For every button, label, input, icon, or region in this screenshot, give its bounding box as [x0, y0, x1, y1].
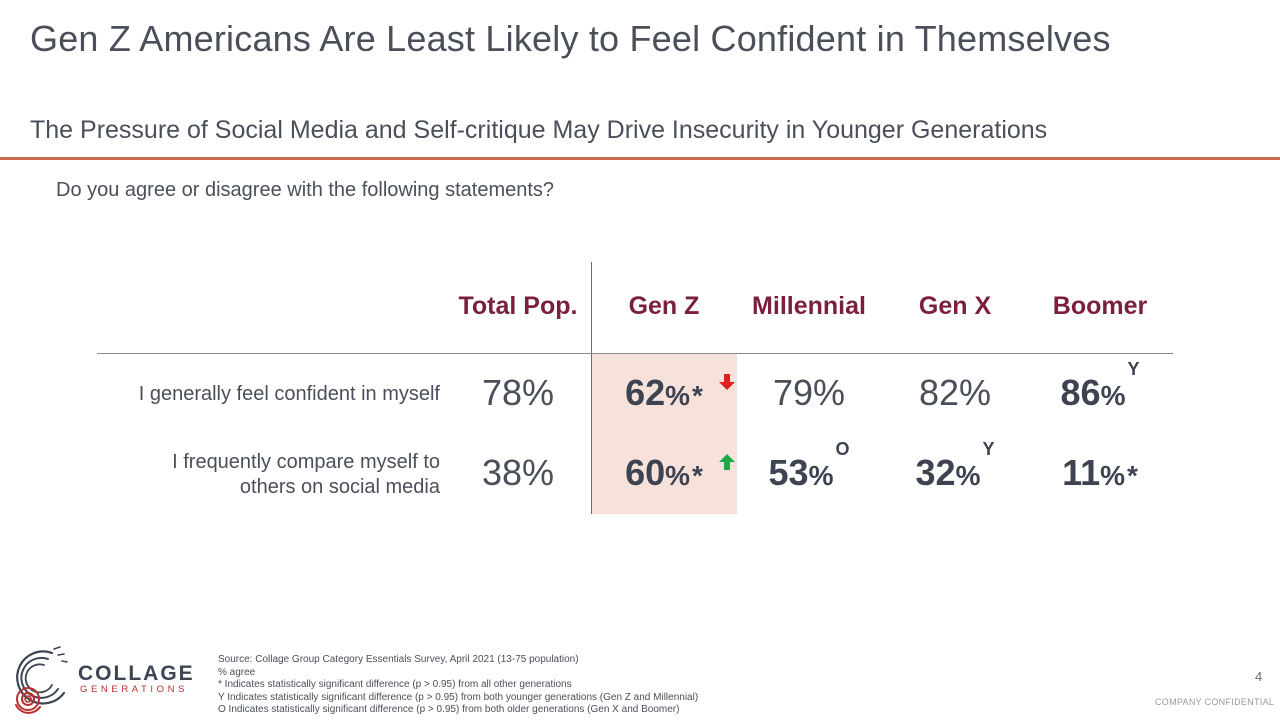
table-cell: 32%Y: [885, 440, 1025, 494]
survey-question: Do you agree or disagree with the follow…: [56, 179, 555, 201]
table-cell: 38%: [448, 452, 588, 494]
significance-marker: *: [692, 460, 703, 491]
column-header-millennial: Millennial: [752, 292, 866, 320]
row-label: I generally feel confident in myself: [139, 382, 440, 407]
table-vertical-divider: [591, 262, 592, 514]
cell-value: 62: [625, 372, 666, 413]
table-cell: 53%O: [739, 440, 879, 494]
table-cell: 82%: [885, 372, 1025, 414]
cell-percent-sign: %: [955, 460, 981, 491]
significance-marker: Y: [1127, 359, 1140, 379]
significance-marker: Y: [982, 439, 995, 459]
cell-percent-sign: %: [1100, 380, 1126, 411]
page-subtitle: The Pressure of Social Media and Self-cr…: [30, 116, 1048, 144]
cell-percent-sign: %: [665, 460, 691, 491]
cell-value: 79: [772, 372, 814, 413]
logo-wordmark: COLLAGE: [78, 662, 195, 685]
page-title: Gen Z Americans Are Least Likely to Feel…: [30, 18, 1111, 59]
collage-logo-icon: [15, 646, 68, 714]
significance-marker: *: [1127, 460, 1138, 491]
column-header-gen-z: Gen Z: [628, 292, 700, 320]
column-header-boomer: Boomer: [1052, 292, 1148, 320]
confidential-label: COMPANY CONFIDENTIAL: [1155, 697, 1275, 707]
cell-value: 53: [768, 452, 809, 493]
cell-value: 60: [625, 452, 666, 493]
arrow-down-icon: [719, 374, 735, 390]
cell-percent-sign: %: [665, 380, 691, 411]
column-header-total-pop: Total Pop.: [458, 292, 578, 320]
gen-z-highlight: [592, 354, 737, 514]
cell-percent-sign: %: [522, 452, 555, 493]
cell-percent-sign: %: [959, 372, 992, 413]
footnote-o: O Indicates statistically significant di…: [218, 704, 680, 715]
table-cell: 79%: [739, 372, 879, 414]
table-cell: 78%: [448, 372, 588, 414]
table-cell: 60%*: [594, 452, 734, 494]
column-header-gen-x: Gen X: [918, 292, 992, 320]
row-label-line: I generally feel confident in myself: [138, 383, 440, 405]
cell-percent-sign: %: [1100, 460, 1126, 491]
table-cell: 86%Y: [1030, 360, 1170, 414]
cell-value: 86: [1060, 372, 1101, 413]
significance-marker: *: [692, 380, 703, 411]
title-divider: [0, 157, 1280, 160]
footnote-source: Source: Collage Group Category Essential…: [218, 654, 579, 665]
row-label: I frequently compare myself to others on …: [172, 450, 440, 500]
cell-value: 11: [1062, 452, 1101, 493]
page-number: 4: [1255, 669, 1263, 684]
cell-percent-sign: %: [808, 460, 834, 491]
cell-value: 82: [918, 372, 960, 413]
row-label-line: I frequently compare myself to: [172, 451, 440, 473]
cell-value: 32: [915, 452, 956, 493]
table-cell: 11%*: [1030, 452, 1170, 494]
logo-tagline: GENERATIONS: [80, 684, 189, 695]
arrow-up-icon: [719, 454, 735, 470]
table-cell: 62%*: [594, 372, 734, 414]
footnote-y: Y Indicates statistically significant di…: [218, 691, 699, 703]
cell-percent-sign: %: [522, 372, 555, 413]
footnotes: Source: Collage Group Category Essential…: [218, 654, 698, 717]
cell-percent-sign: %: [813, 372, 846, 413]
footnote-agree: % agree: [218, 666, 256, 678]
row-label-line: others on social media: [239, 476, 440, 498]
footnote-star: * Indicates statistically significant di…: [218, 679, 572, 690]
table-header-divider: [97, 353, 1173, 354]
cell-value: 78: [481, 372, 523, 413]
significance-marker: O: [835, 439, 850, 459]
cell-value: 38: [481, 452, 523, 493]
